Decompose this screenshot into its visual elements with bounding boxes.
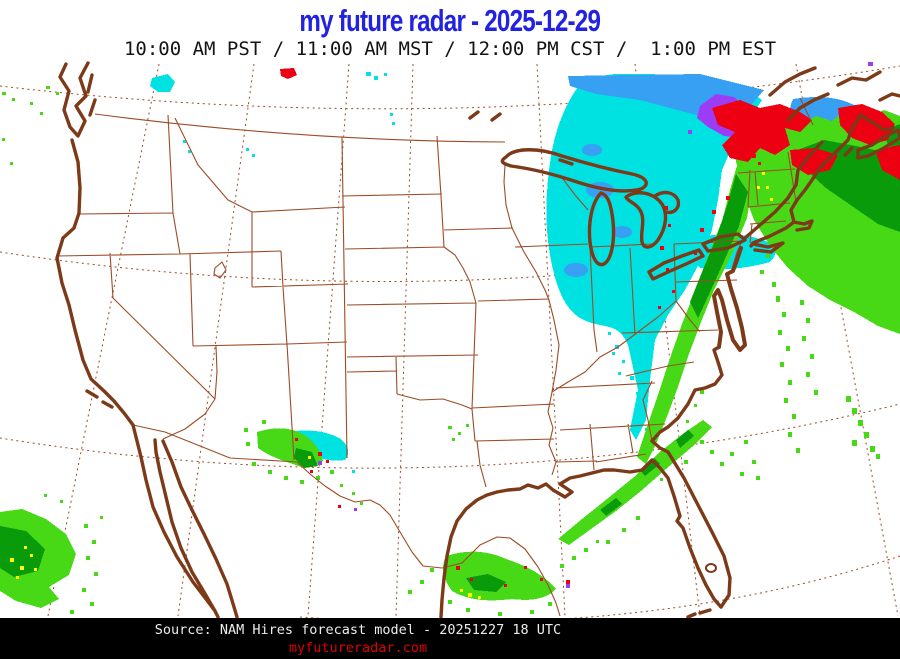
footer-text-block: Source: NAM Hires forecast model - 20251… xyxy=(0,618,716,656)
header: my future radar - 2025-12-29 10:00 AM PS… xyxy=(0,0,900,60)
ice-layer xyxy=(280,68,900,587)
footer-bar: Source: NAM Hires forecast model - 20251… xyxy=(0,618,900,659)
timezone-caption: 10:00 AM PST / 11:00 AM MST / 12:00 PM C… xyxy=(123,38,777,60)
state-borders xyxy=(55,97,814,617)
source-caption: Source: NAM Hires forecast model - 20251… xyxy=(154,622,562,638)
coastlines xyxy=(55,61,900,619)
page-title: my future radar - 2025-12-29 xyxy=(299,3,601,38)
website-link: myfutureradar.com xyxy=(288,640,428,656)
